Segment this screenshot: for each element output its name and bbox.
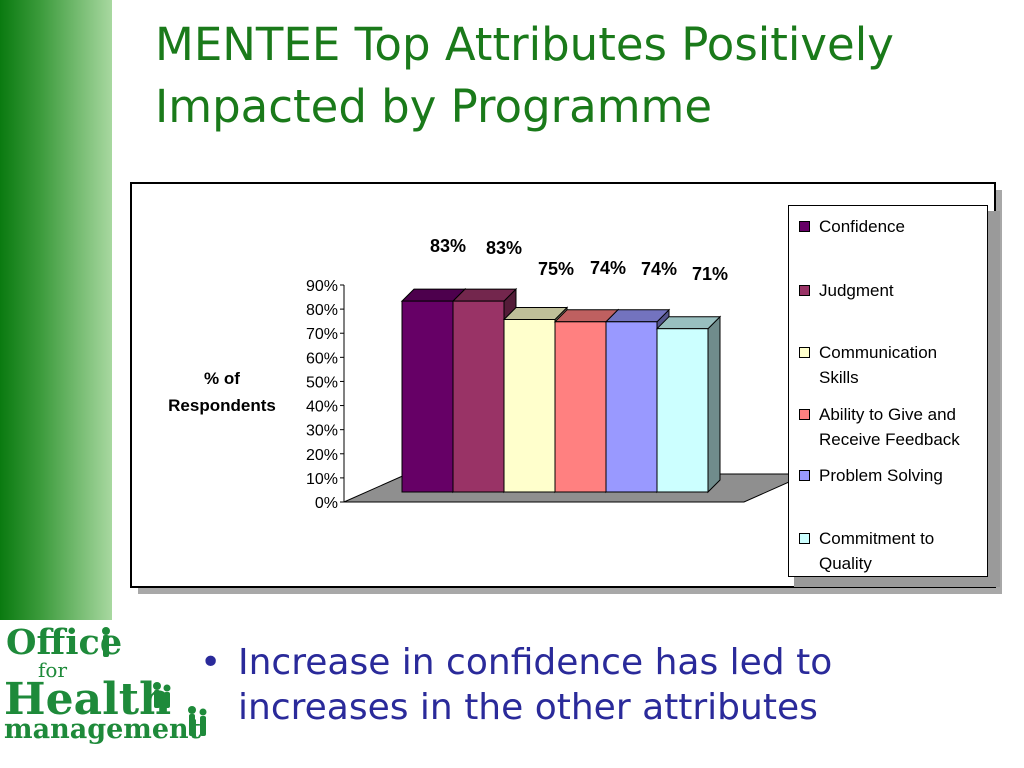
- bar-chart: 0% 10% 20% 30% 40% 50% 60% 70% 80% 90% % of Respond…: [168, 236, 808, 512]
- legend-swatch: [799, 221, 810, 232]
- y-axis-title: Respondents: [168, 396, 276, 415]
- legend-label: Judgment: [819, 281, 894, 300]
- y-tick-label: 40%: [306, 399, 338, 416]
- data-label: 74%: [641, 259, 677, 279]
- legend-swatch: [799, 409, 810, 420]
- legend-swatch: [799, 347, 810, 358]
- bar: [656, 328, 709, 493]
- data-label: 74%: [590, 258, 626, 278]
- bar-side: [707, 315, 721, 494]
- bar: [452, 300, 505, 493]
- legend-label: Ability to Give and Receive Feedback: [819, 405, 960, 449]
- chart-legend: Confidence Judgment Communication Skills Abi…: [788, 205, 988, 577]
- y-tick-label: 80%: [306, 302, 338, 319]
- legend-label: Confidence: [819, 217, 906, 236]
- y-tick-label: 50%: [306, 374, 338, 391]
- data-label: 75%: [538, 259, 574, 279]
- legend-label: Problem Solving: [819, 466, 943, 485]
- y-tick-label: 70%: [306, 326, 338, 343]
- data-label: 71%: [692, 264, 728, 284]
- legend-swatch: [799, 533, 810, 544]
- people-figures-icon: [102, 627, 207, 736]
- y-tick-label: 90%: [306, 278, 338, 295]
- data-label: 83%: [486, 238, 522, 258]
- logo-management-text: management: [4, 714, 202, 745]
- bullet-text: Increase in confidence has led to increa…: [238, 642, 833, 728]
- y-tick-label: 10%: [306, 471, 338, 488]
- slide-title: MENTEE Top Attributes Positively Impacte…: [155, 18, 894, 133]
- y-axis-title: % of: [204, 369, 240, 388]
- bar: [605, 321, 658, 493]
- office-for-health-management-logo: Office for Health management: [0, 622, 215, 752]
- bar: [554, 321, 607, 493]
- legend-label: Communication Skills: [819, 343, 938, 387]
- legend-label: Commitment to Quality: [819, 529, 935, 573]
- bullet-marker: •: [200, 642, 222, 683]
- legend-swatch: [799, 470, 810, 481]
- data-label: 83%: [430, 236, 466, 256]
- y-tick-label: 30%: [306, 423, 338, 440]
- decorative-sidebar: [0, 0, 112, 620]
- bar: [401, 300, 454, 493]
- y-tick-label: 60%: [306, 350, 338, 367]
- legend-swatch: [799, 285, 810, 296]
- bar: [503, 319, 556, 493]
- logo-for-text: for: [38, 658, 68, 682]
- logo-health-text: Health: [4, 674, 172, 725]
- y-tick-label: 0%: [315, 495, 338, 512]
- y-tick-label: 20%: [306, 447, 338, 464]
